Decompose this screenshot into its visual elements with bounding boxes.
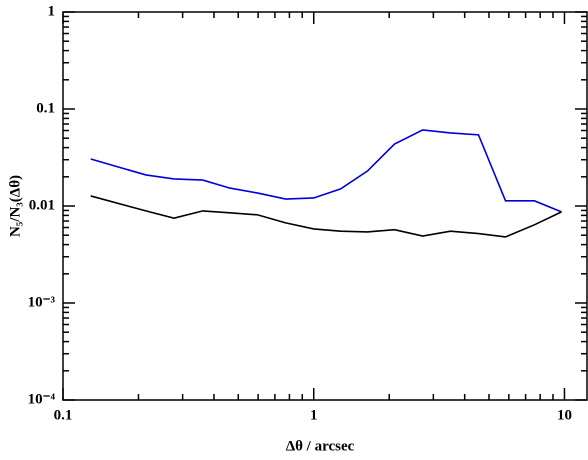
y-axis-label: N₅/N₃(Δθ) <box>7 175 23 237</box>
y-tick-label: 0.1 <box>36 100 55 116</box>
x-tick-label: 10 <box>557 407 572 423</box>
y-tick-label: 1 <box>48 3 56 19</box>
x-axis-label: Δθ / arcsec <box>286 438 355 454</box>
plot-frame <box>62 11 588 401</box>
y-tick-label: 10⁻³ <box>28 294 56 310</box>
data-line <box>90 195 562 238</box>
y-tick-label: 10⁻⁴ <box>28 391 56 407</box>
x-tick-label: 1 <box>310 407 318 423</box>
data-line <box>90 129 562 213</box>
x-tick-label: 0.1 <box>54 407 73 423</box>
y-tick-label: 0.01 <box>29 197 55 213</box>
